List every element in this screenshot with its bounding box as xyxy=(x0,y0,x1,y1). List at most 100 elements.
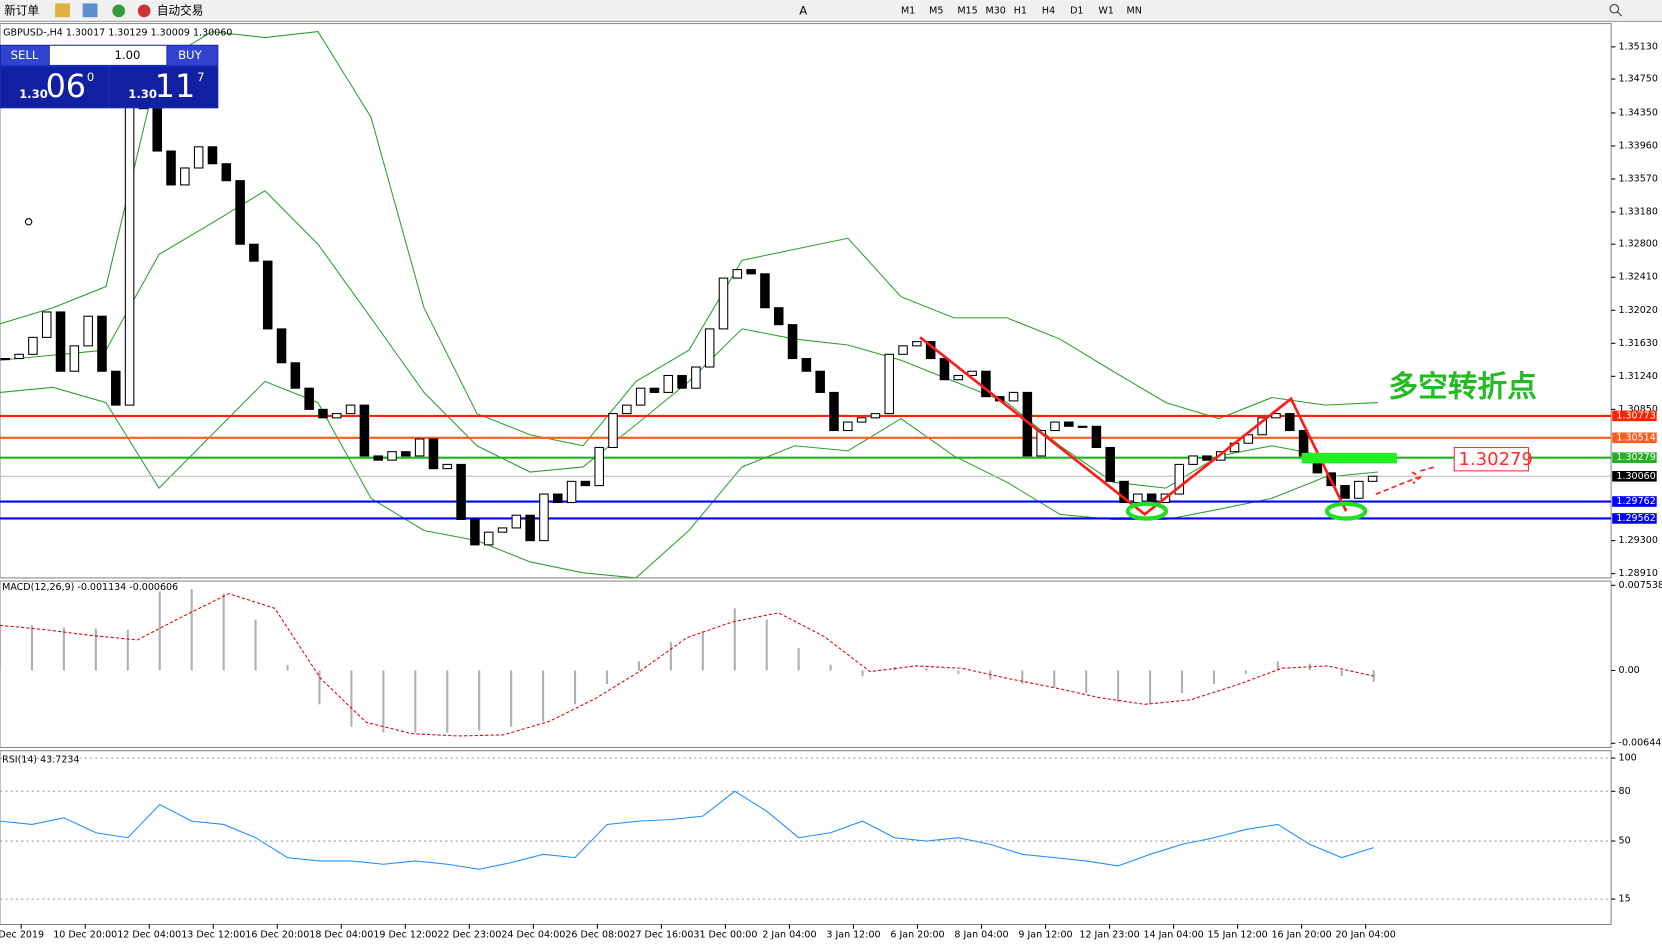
macd-bar xyxy=(1149,670,1152,705)
macd-bar xyxy=(318,670,321,705)
candle-body xyxy=(594,446,604,487)
macd-bar xyxy=(925,668,928,671)
fraction: 0 xyxy=(87,70,94,84)
turn-circle xyxy=(1125,501,1169,521)
timeframe-button[interactable]: M1 xyxy=(901,5,915,16)
candle-body xyxy=(1340,485,1350,499)
candle-body xyxy=(83,315,93,347)
sell-label[interactable]: SELL xyxy=(11,48,39,62)
pips: 11 xyxy=(155,68,195,105)
macd-bar xyxy=(701,630,704,671)
green-band xyxy=(1301,452,1398,464)
candle-body xyxy=(304,387,314,410)
candle-body xyxy=(898,345,908,355)
candle-body xyxy=(1188,455,1198,465)
candle-body xyxy=(773,307,784,326)
rsi-plot xyxy=(0,790,1374,870)
candle-body xyxy=(0,358,11,361)
macd-bar xyxy=(446,670,449,733)
macd-bar xyxy=(1085,670,1088,694)
candle-body xyxy=(1050,421,1060,432)
candle-body xyxy=(649,387,660,393)
candle-body xyxy=(221,163,232,182)
time-label: 20 Jan 04:00 xyxy=(1336,930,1396,941)
text-tool[interactable]: A xyxy=(799,3,807,17)
candle-body xyxy=(166,150,176,186)
macd-bar xyxy=(1212,670,1216,685)
lots-input[interactable] xyxy=(49,45,167,65)
timeframe-button[interactable]: M30 xyxy=(986,5,1006,16)
candle-body xyxy=(55,311,66,372)
candle-body xyxy=(525,514,535,542)
candle-body xyxy=(111,370,121,406)
candle-body xyxy=(691,366,701,389)
icon[interactable] xyxy=(55,3,70,18)
time-label: 6 Jan 20:00 xyxy=(890,930,944,941)
candle-body xyxy=(1146,493,1157,504)
y-tick-label: 1.33960 xyxy=(1619,140,1658,151)
lots-value[interactable]: 1.00 xyxy=(114,48,140,62)
candle-body xyxy=(635,387,646,406)
candle-body xyxy=(552,493,563,504)
main-frame xyxy=(0,23,1612,579)
y-tick-label: 1.31240 xyxy=(1619,371,1658,382)
candle-body xyxy=(1105,446,1115,482)
macd-bar xyxy=(414,670,417,733)
annotations: 多空转折点 1.30279 xyxy=(919,336,1537,521)
candle-body xyxy=(622,404,632,415)
timeframe-button[interactable]: H1 xyxy=(1014,5,1027,16)
macd-bar xyxy=(733,608,736,671)
y-tick-label: 100 xyxy=(1619,753,1637,764)
price-level-tag xyxy=(1612,452,1657,464)
candle-body xyxy=(249,243,259,262)
auto-trading-button[interactable]: 自动交易 xyxy=(157,3,204,17)
macd-bar xyxy=(382,670,385,733)
price-level-label: 1.30279 xyxy=(1616,452,1655,463)
macd-bar xyxy=(765,619,768,671)
candle-body xyxy=(677,374,687,389)
macd-bar xyxy=(1117,670,1120,703)
timeframe-button[interactable]: H4 xyxy=(1042,5,1055,16)
sell-price[interactable] xyxy=(1,67,109,108)
price-level-label: 1.29762 xyxy=(1616,496,1655,507)
macd-bar xyxy=(861,670,864,677)
price-level-tag xyxy=(1612,496,1657,507)
time-label: 27 Dec 16:00 xyxy=(629,930,693,941)
candle-body xyxy=(318,408,328,419)
timeframe-button[interactable]: M5 xyxy=(929,5,943,16)
candle-body xyxy=(497,527,508,533)
candle-body xyxy=(1064,421,1074,427)
candle-body xyxy=(608,413,618,449)
buy-button[interactable] xyxy=(167,45,218,65)
main-header: GBPUSD-,H4 1.30017 1.30129 1.30009 1.300… xyxy=(3,28,232,39)
price-level-label: 1.30060 xyxy=(1616,471,1655,482)
sell-button[interactable] xyxy=(1,45,49,65)
rsi-line xyxy=(0,790,1374,870)
buy-price[interactable] xyxy=(110,67,218,108)
time-label: 12 Jan 23:00 xyxy=(1079,930,1139,941)
timeframe-button[interactable]: W1 xyxy=(1098,5,1113,16)
y-tick-label: 1.34350 xyxy=(1619,107,1658,118)
candle-body xyxy=(1008,391,1019,402)
time-label: 14 Jan 04:00 xyxy=(1143,930,1203,941)
new-order-button[interactable]: 新订单 xyxy=(4,3,39,17)
icon[interactable] xyxy=(112,4,126,18)
time-label: 3 Jan 12:00 xyxy=(826,930,880,941)
candle-body xyxy=(235,180,245,245)
timeframe-button[interactable]: M15 xyxy=(957,5,977,16)
macd-plot xyxy=(0,589,1375,737)
y-tick-label: 80 xyxy=(1619,786,1631,797)
timeframe-button[interactable]: MN xyxy=(1127,5,1142,16)
price-box-text: 1.30279 xyxy=(1458,449,1532,470)
buy-label[interactable]: BUY xyxy=(178,48,203,62)
candle-body xyxy=(981,370,991,398)
price-level-label: 1.30514 xyxy=(1616,432,1655,443)
icon[interactable] xyxy=(137,4,151,18)
candle-body xyxy=(359,404,370,457)
timeframe-button[interactable]: D1 xyxy=(1070,5,1083,16)
macd-bar xyxy=(1276,661,1279,671)
candle-body xyxy=(953,374,964,381)
candle-body xyxy=(787,324,798,360)
candle-body xyxy=(1174,463,1185,495)
icon[interactable] xyxy=(82,3,98,18)
